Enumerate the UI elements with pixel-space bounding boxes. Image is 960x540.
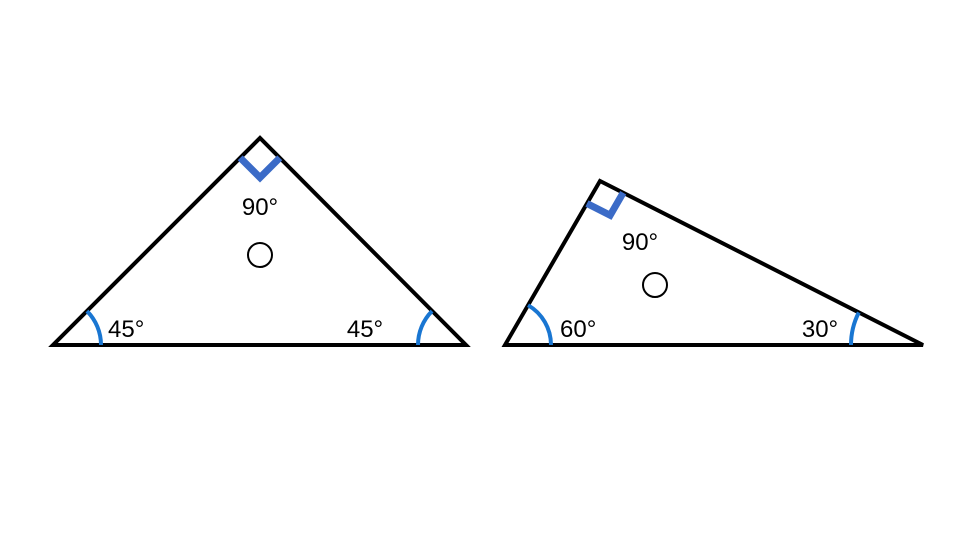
triangle-45-45-90: 90° 45° 45°	[53, 138, 466, 345]
angle-arc-right	[851, 312, 859, 345]
angle-label-left: 60°	[560, 316, 596, 343]
angle-label-right: 45°	[347, 316, 383, 343]
angle-label-top: 90°	[242, 194, 278, 221]
diagram-canvas: 90° 45° 45° 90° 60° 30°	[0, 0, 960, 540]
angle-arc-left	[528, 305, 551, 345]
angle-arc-right	[418, 311, 432, 345]
triangle-outline	[53, 138, 466, 345]
angle-label-left: 45°	[108, 316, 144, 343]
angle-label-top: 90°	[622, 229, 658, 256]
right-angle-marker	[240, 158, 280, 178]
triangle-30-60-90: 90° 60° 30°	[505, 181, 923, 345]
center-circle-marker	[248, 243, 272, 267]
angle-label-right: 30°	[802, 316, 838, 343]
center-circle-marker	[643, 273, 667, 297]
angle-arc-left	[87, 311, 101, 345]
